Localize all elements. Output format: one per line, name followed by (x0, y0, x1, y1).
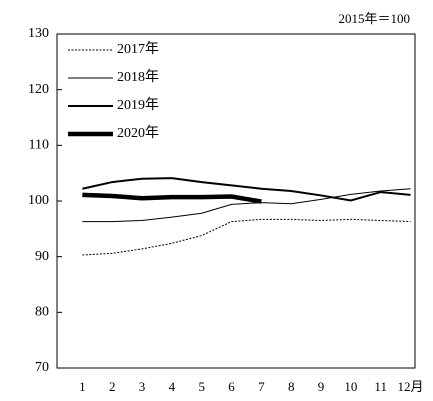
x-tick-label: 9 (318, 379, 325, 394)
x-tick-label: 3 (139, 379, 146, 394)
x-tick-label: 1 (79, 379, 86, 394)
y-tick-label: 70 (35, 360, 49, 375)
x-tick-label: 5 (198, 379, 205, 394)
x-tick-label: 12月 (398, 379, 424, 394)
x-tick-label: 2 (109, 379, 116, 394)
legend-label: 2020年 (117, 125, 159, 141)
y-tick-label: 80 (35, 305, 49, 320)
x-tick-label: 7 (258, 379, 265, 394)
y-tick-label: 120 (28, 82, 49, 97)
legend-label: 2018年 (117, 69, 159, 85)
y-tick-label: 100 (28, 193, 49, 208)
x-tick-label: 6 (228, 379, 235, 394)
x-tick-label: 8 (288, 379, 295, 394)
y-tick-label: 110 (29, 138, 49, 153)
x-tick-label: 4 (169, 379, 176, 394)
legend-label: 2017年 (117, 41, 159, 57)
series-line (82, 192, 262, 204)
series-line (82, 218, 411, 256)
x-tick-label: 11 (374, 379, 387, 394)
y-tick-label: 90 (35, 249, 49, 264)
series-line (82, 188, 411, 223)
y-tick-label: 130 (28, 26, 49, 41)
plot-frame (56, 33, 416, 369)
legend-label: 2019年 (117, 97, 159, 113)
annotation: 2015年＝100 (338, 11, 410, 26)
series-line (82, 177, 411, 202)
x-tick-label: 10 (344, 379, 357, 394)
